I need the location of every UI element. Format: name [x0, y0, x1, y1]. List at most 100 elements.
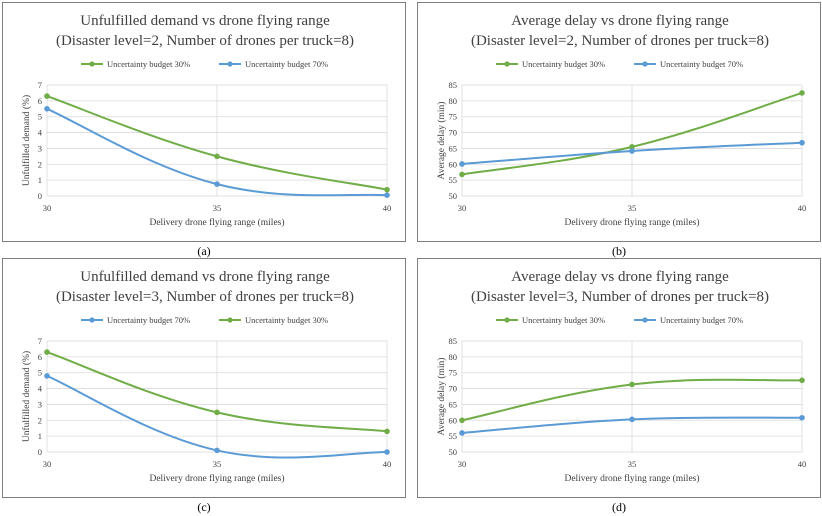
legend-marker-b-0: [504, 61, 510, 67]
data-point-b-1-1: [629, 148, 635, 154]
x-tick-b-1: 35: [628, 203, 637, 213]
y-axis-label-a: Unfulfilled demand (%): [21, 95, 32, 186]
legend-label-b-1: Uncertainty budget 70%: [660, 59, 743, 69]
y-tick-c-5: 5: [38, 368, 42, 378]
legend-marker-b-1: [642, 61, 648, 67]
chart-subtitle-b: (Disaster level=2, Number of drones per …: [471, 33, 769, 49]
y-tick-a-1: 1: [38, 175, 42, 185]
y-tick-b-5: 75: [449, 112, 458, 122]
y-tick-c-0: 0: [38, 447, 42, 457]
chart-svg-b: Average delay vs drone flying range (Disa…: [436, 13, 807, 228]
chart-svg-a: Unfulfilled demand vs drone flying range…: [21, 13, 392, 228]
legend-label-d-1: Uncertainty budget 70%: [660, 315, 743, 325]
x-axis-label-a: Delivery drone flying range (miles): [149, 217, 284, 228]
y-tick-c-3: 3: [38, 399, 42, 409]
data-point-a-0-0: [44, 93, 50, 99]
chart-panel-a: Unfulfilled demand vs drone flying range…: [2, 2, 406, 242]
data-point-a-1-0: [44, 105, 50, 112]
y-axis-label-b: Average delay (min): [436, 102, 447, 180]
data-point-b-0-1: [629, 144, 635, 150]
data-point-d-1-1: [629, 416, 635, 423]
caption-c: (c): [197, 500, 211, 514]
data-point-d-0-1: [629, 381, 635, 388]
chart-subtitle-a: (Disaster level=2, Number of drones per …: [56, 33, 354, 49]
chart-title-d: Average delay vs drone flying range: [511, 269, 729, 285]
x-tick-c-0: 30: [43, 459, 52, 469]
x-tick-b-0: 30: [458, 203, 467, 213]
chart-title-a: Unfulfilled demand vs drone flying range: [80, 13, 330, 29]
y-tick-b-4: 70: [449, 128, 458, 138]
legend-label-a-0: Uncertainty budget 30%: [107, 59, 190, 69]
y-tick-d-7: 85: [449, 336, 458, 346]
y-axis-label-c: Unfulfilled demand (%): [21, 351, 32, 442]
x-tick-d-2: 40: [798, 459, 807, 469]
data-point-b-1-2: [799, 139, 805, 146]
x-tick-c-2: 40: [383, 459, 392, 469]
y-tick-d-4: 70: [449, 384, 458, 394]
y-tick-c-1: 1: [38, 431, 42, 441]
y-tick-d-5: 75: [449, 368, 458, 378]
y-tick-a-6: 6: [38, 96, 42, 106]
legend-label-c-0: Uncertainty budget 70%: [107, 315, 190, 325]
y-tick-b-6: 80: [449, 96, 458, 106]
caption-a: (a): [197, 244, 211, 258]
chart-svg-d: Average delay vs drone flying range (Disa…: [436, 269, 807, 484]
caption-b: (b): [612, 244, 626, 258]
chart-svg-c: Unfulfilled demand vs drone flying range…: [21, 269, 392, 484]
data-point-c-0-2: [384, 449, 390, 455]
y-axis-label-d: Average delay (min): [436, 358, 447, 436]
data-point-b-0-0: [459, 171, 465, 178]
x-axis-label-b: Delivery drone flying range (miles): [564, 217, 699, 228]
legend-label-b-0: Uncertainty budget 30%: [522, 59, 605, 69]
y-tick-a-7: 7: [38, 80, 42, 90]
y-tick-a-2: 2: [38, 159, 42, 169]
legend-marker-a-1: [227, 61, 233, 67]
chart-panel-c: Unfulfilled demand vs drone flying range…: [2, 258, 406, 498]
data-point-d-0-0: [459, 417, 465, 424]
y-tick-c-4: 4: [38, 384, 43, 394]
legend-marker-d-0: [504, 317, 510, 323]
y-tick-d-2: 60: [449, 415, 458, 425]
x-tick-a-1: 35: [213, 203, 222, 213]
y-tick-b-3: 65: [449, 143, 458, 153]
caption-d: (d): [612, 500, 626, 514]
y-tick-b-0: 50: [449, 191, 458, 201]
x-axis-label-d: Delivery drone flying range (miles): [564, 473, 699, 484]
data-point-c-1-1: [214, 409, 220, 416]
legend-label-c-1: Uncertainty budget 30%: [245, 315, 328, 325]
chart-panel-d: Average delay vs drone flying range (Disa…: [417, 258, 821, 498]
y-tick-a-3: 3: [38, 143, 42, 153]
data-point-c-0-0: [44, 373, 50, 379]
y-tick-a-4: 4: [38, 128, 43, 138]
legend-marker-d-1: [642, 317, 648, 323]
y-tick-d-6: 80: [449, 352, 458, 362]
legend-label-d-0: Uncertainty budget 30%: [522, 315, 605, 325]
chart-panel-b: Average delay vs drone flying range (Disa…: [417, 2, 821, 242]
x-tick-a-0: 30: [43, 203, 52, 213]
data-point-c-0-1: [214, 447, 220, 454]
y-tick-a-5: 5: [38, 112, 42, 122]
data-point-c-1-0: [44, 349, 50, 355]
x-tick-a-2: 40: [383, 203, 392, 213]
chart-subtitle-d: (Disaster level=3, Number of drones per …: [471, 289, 769, 305]
data-point-a-1-1: [214, 181, 220, 187]
x-tick-d-0: 30: [458, 459, 467, 469]
y-tick-d-0: 50: [449, 447, 458, 457]
legend-marker-c-1: [227, 317, 233, 323]
x-axis-label-c: Delivery drone flying range (miles): [149, 473, 284, 484]
y-tick-d-1: 55: [449, 431, 458, 441]
y-tick-c-6: 6: [38, 352, 42, 362]
y-tick-c-7: 7: [38, 336, 42, 346]
data-point-d-0-2: [799, 377, 805, 384]
legend-label-a-1: Uncertainty budget 70%: [245, 59, 328, 69]
data-point-b-0-2: [799, 90, 805, 96]
legend-marker-a-0: [89, 61, 95, 67]
data-point-c-1-2: [384, 428, 390, 435]
data-point-b-1-0: [459, 161, 465, 167]
y-tick-b-7: 85: [449, 80, 458, 90]
y-tick-b-2: 60: [449, 159, 458, 169]
legend-marker-c-0: [89, 317, 95, 323]
y-tick-b-1: 55: [449, 175, 458, 185]
x-tick-b-2: 40: [798, 203, 807, 213]
data-point-d-1-2: [799, 414, 805, 421]
